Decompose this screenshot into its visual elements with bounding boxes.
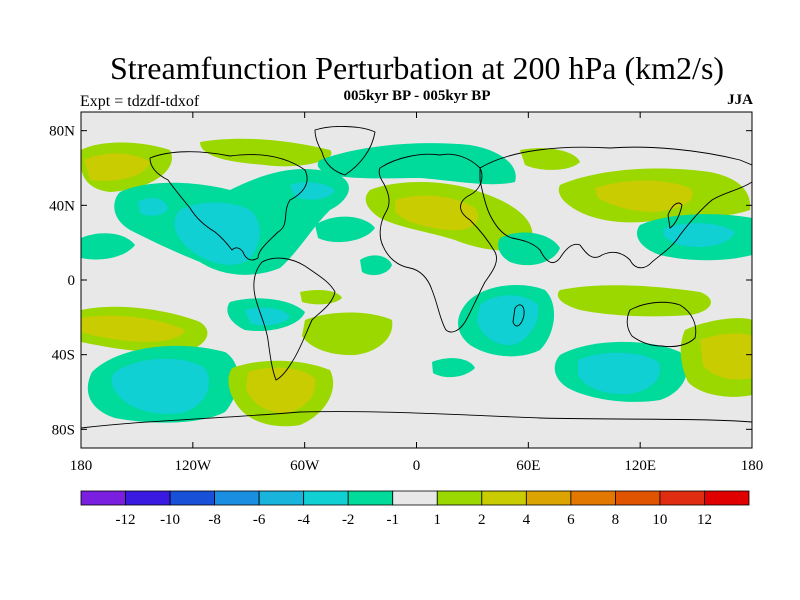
colorbar-label: -8 xyxy=(208,512,221,528)
x-tick-label: 120E xyxy=(624,458,656,474)
y-tick-label: 40N xyxy=(49,198,75,214)
colorbar-swatch xyxy=(125,490,171,506)
anomaly-region xyxy=(111,358,209,415)
season-label: JJA xyxy=(727,92,753,108)
y-tick-label: 0 xyxy=(68,273,76,289)
anomaly-region xyxy=(700,333,752,380)
y-tick-label: 40S xyxy=(52,348,75,364)
anomaly-region xyxy=(290,182,335,200)
asia-coastline xyxy=(479,146,752,269)
anomaly-region xyxy=(246,367,316,413)
colorbar-swatch xyxy=(347,490,394,506)
anomaly-region xyxy=(200,138,332,167)
colorbar-label: -2 xyxy=(342,512,355,528)
greenland-coastline xyxy=(314,126,376,176)
anomaly-region xyxy=(138,198,168,216)
anomaly-region xyxy=(557,285,711,317)
coastlines xyxy=(81,126,752,429)
x-tick-label: 60W xyxy=(290,458,320,474)
y-tick-label: 80S xyxy=(52,422,75,438)
anomaly-region xyxy=(245,307,290,326)
colorbar-swatch xyxy=(615,490,661,506)
y-tick-label: 80N xyxy=(49,124,75,140)
anomaly-region xyxy=(302,312,393,356)
colorbar-label: 10 xyxy=(652,512,667,528)
colorbar-swatch xyxy=(704,490,750,506)
anomaly-region xyxy=(595,180,693,212)
anomaly-region xyxy=(84,153,150,181)
colorbar-label: -4 xyxy=(297,512,310,528)
contour-fills xyxy=(81,138,752,427)
colorbar-label: 1 xyxy=(434,512,442,528)
colorbar-swatch xyxy=(258,490,305,506)
chart-subtitle: 005kyr BP - 005kyr BP xyxy=(343,88,491,104)
colorbar-swatch xyxy=(214,490,260,506)
colorbar-label: 6 xyxy=(567,512,575,528)
experiment-label: Expt = tdzdf-tdxof xyxy=(80,93,200,110)
colorbar-swatch xyxy=(303,490,349,506)
anomaly-region xyxy=(81,315,185,342)
colorbar-swatch xyxy=(481,490,527,506)
colorbar-swatch xyxy=(80,490,126,506)
anomaly-region xyxy=(578,352,660,395)
colorbar: -12 -10 -8 -6 -4 -2 -1 1 2 4 6 8 10 12 xyxy=(80,490,750,528)
colorbar-label: 12 xyxy=(697,512,712,528)
x-tick-label: 180 xyxy=(741,458,764,474)
europe-africa-coastline xyxy=(378,153,497,333)
anomaly-region xyxy=(360,255,392,276)
japan-coastline xyxy=(667,202,683,229)
colorbar-label: 4 xyxy=(523,512,531,528)
antarctica-coastline xyxy=(81,411,752,429)
x-tick-label: 120W xyxy=(174,458,212,474)
anomaly-region xyxy=(395,195,479,231)
colorbar-label: -12 xyxy=(116,512,136,528)
x-axis: 180 120W 60W 0 60E 120E 180 xyxy=(70,112,764,474)
colorbar-swatch xyxy=(169,490,215,506)
australia-coastline xyxy=(626,301,697,348)
colorbar-swatch xyxy=(570,490,616,506)
anomaly-region xyxy=(432,358,475,378)
colorbar-swatch xyxy=(525,490,572,506)
anomaly-region xyxy=(315,216,375,243)
colorbar-swatch xyxy=(392,490,438,506)
anomaly-region xyxy=(520,148,580,170)
map-plot-area xyxy=(80,111,753,449)
colorbar-label: -1 xyxy=(386,512,399,528)
colorbar-swatch xyxy=(436,490,483,506)
chart-title: Streamfunction Perturbation at 200 hPa (… xyxy=(109,50,725,86)
madagascar-coastline xyxy=(512,304,525,327)
x-tick-label: 60E xyxy=(516,458,540,474)
south-america-coastline xyxy=(253,257,336,381)
y-axis: 80N 40N 0 40S 80S xyxy=(49,124,752,438)
colorbar-label: 8 xyxy=(612,512,620,528)
colorbar-label: -10 xyxy=(160,512,180,528)
anomaly-region xyxy=(81,233,135,260)
north-america-coastline xyxy=(149,151,308,261)
x-tick-label: 180 xyxy=(70,458,93,474)
colorbar-swatch xyxy=(659,490,705,506)
x-tick-label: 0 xyxy=(413,458,421,474)
colorbar-label: -6 xyxy=(253,512,266,528)
colorbar-label: 2 xyxy=(478,512,486,528)
anomaly-region xyxy=(663,223,735,248)
